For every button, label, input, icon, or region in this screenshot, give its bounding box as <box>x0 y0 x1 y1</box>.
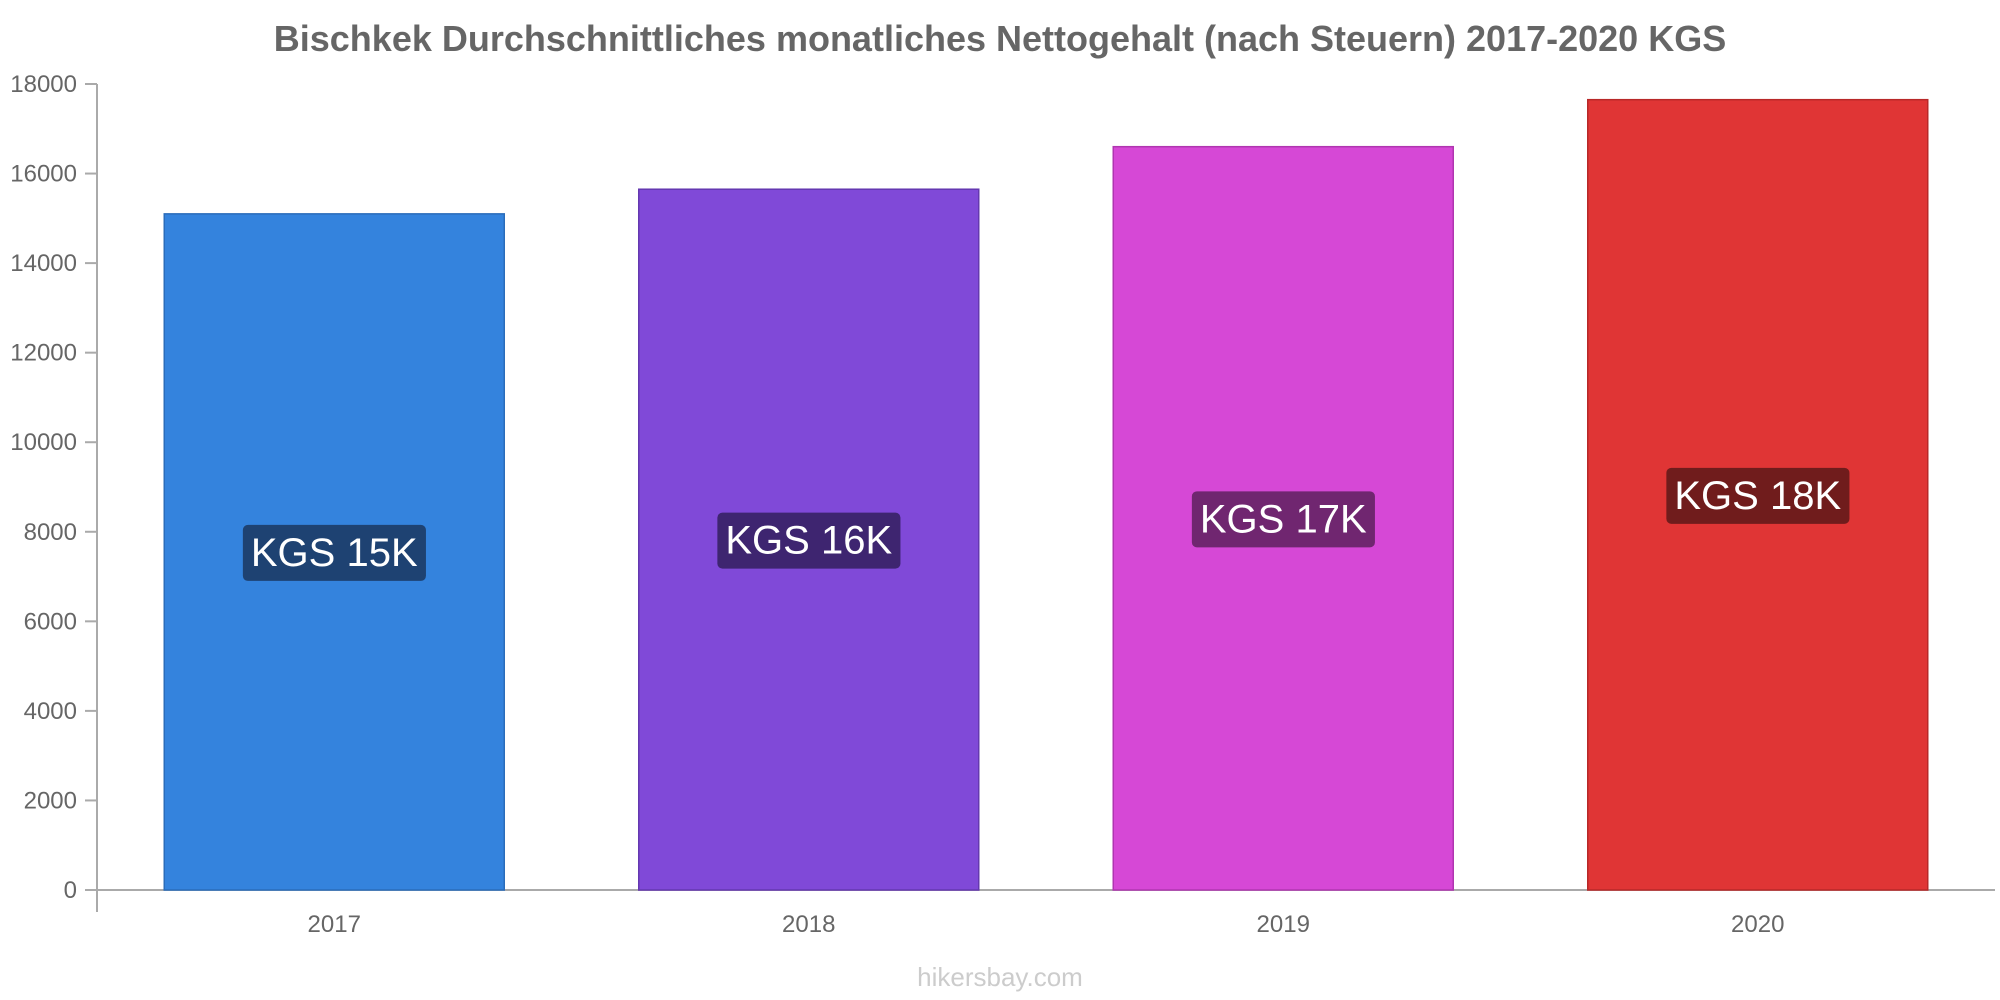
x-tick-label: 2020 <box>1731 911 1784 938</box>
data-label-background <box>1666 467 1850 524</box>
x-tick-label: 2019 <box>1257 911 1310 938</box>
watermark[interactable]: hikersbay.com <box>917 962 1083 992</box>
y-tick-label: 8000 <box>24 519 77 546</box>
data-label-text: KGS 15K <box>251 531 418 575</box>
y-tick-label: 12000 <box>10 340 77 367</box>
chart-title: Bischkek Durchschnittliches monatliches … <box>273 18 1727 59</box>
y-tick-label: 10000 <box>10 429 77 456</box>
y-tick-label: 6000 <box>24 608 77 635</box>
y-tick-label: 14000 <box>10 250 77 277</box>
data-label-background <box>242 524 426 581</box>
y-tick-label: 2000 <box>24 787 77 814</box>
data-label-background <box>717 512 901 569</box>
data-label-text: KGS 18K <box>1674 474 1841 518</box>
data-label-text: KGS 17K <box>1200 497 1367 541</box>
data-label: KGS 15K <box>242 524 426 581</box>
x-tick-label: 2017 <box>308 911 361 938</box>
data-label-text: KGS 16K <box>725 519 892 563</box>
y-axis: 0 2000 4000 6000 8000 10000 12000 14000 16000 180… <box>10 71 98 912</box>
x-tick-label: 2018 <box>782 911 835 938</box>
y-tick-label: 0 <box>64 877 77 904</box>
y-tick-label: 18000 <box>10 71 77 98</box>
data-label: KGS 18K <box>1666 467 1850 524</box>
y-tick-label: 16000 <box>10 161 77 188</box>
data-label-background <box>1191 491 1375 548</box>
data-label: KGS 17K <box>1191 491 1375 548</box>
bar-labels: KGS 15K KGS 16K KGS 17K KGS 18K <box>242 467 1850 581</box>
y-tick-label: 4000 <box>24 698 77 725</box>
bars <box>163 98 1929 891</box>
x-axis: 2017 2018 2019 2020 <box>97 889 1995 938</box>
data-label: KGS 16K <box>717 512 901 569</box>
